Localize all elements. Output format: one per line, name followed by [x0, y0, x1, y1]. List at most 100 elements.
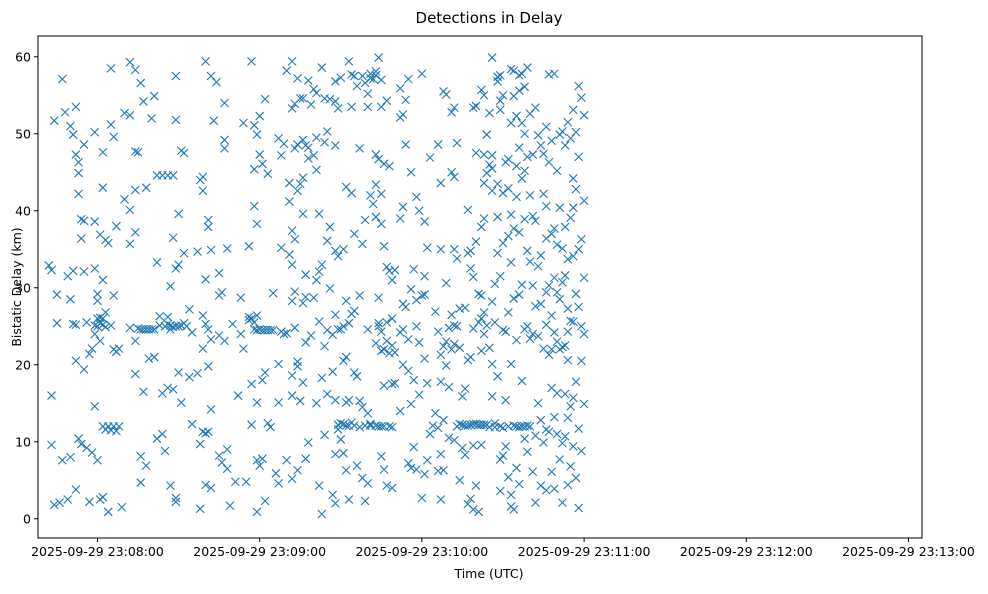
x-tick-label: 2025-09-29 23:12:00 — [680, 544, 813, 559]
data-point — [130, 227, 140, 237]
data-point — [341, 421, 351, 430]
data-point — [379, 381, 389, 390]
data-point — [52, 318, 62, 328]
data-point — [341, 352, 351, 362]
data-point — [563, 413, 573, 423]
data-point — [447, 310, 457, 320]
data-point — [255, 150, 265, 159]
data-point — [563, 117, 573, 127]
data-point — [520, 214, 529, 224]
data-point — [498, 451, 508, 461]
data-point — [90, 401, 100, 411]
data-point — [285, 197, 294, 206]
data-point — [106, 63, 116, 73]
data-point — [441, 278, 451, 288]
data-point — [463, 205, 473, 215]
data-point — [333, 251, 343, 261]
data-point — [479, 308, 489, 317]
data-point — [503, 231, 513, 241]
data-point — [252, 398, 262, 407]
data-point — [558, 244, 567, 253]
data-point — [409, 375, 419, 385]
data-point — [287, 103, 297, 113]
data-point — [417, 493, 427, 503]
data-point — [328, 490, 338, 500]
data-point — [163, 319, 173, 329]
data-point — [493, 371, 502, 381]
data-point — [79, 364, 89, 374]
data-point — [485, 108, 494, 118]
data-point — [574, 503, 584, 513]
data-point — [568, 105, 578, 115]
data-point — [101, 308, 110, 317]
data-point — [474, 318, 484, 327]
data-point — [536, 481, 546, 491]
data-point — [371, 67, 381, 76]
data-point — [552, 166, 562, 176]
data-point — [447, 344, 457, 354]
data-point — [528, 329, 538, 339]
data-point — [541, 122, 551, 132]
data-point — [439, 341, 448, 351]
data-point — [290, 287, 300, 297]
data-point — [136, 478, 146, 487]
data-point — [363, 102, 373, 112]
data-point — [568, 203, 578, 213]
y-axis-label: Bistatic Delay (km) — [9, 227, 24, 346]
data-point — [312, 133, 321, 143]
data-point — [506, 257, 516, 267]
data-point — [528, 150, 538, 159]
data-point — [320, 137, 329, 147]
data-point — [414, 206, 424, 216]
data-point — [549, 224, 559, 233]
data-point — [66, 121, 75, 131]
data-point — [506, 118, 516, 128]
data-point — [476, 291, 486, 300]
data-point — [90, 329, 100, 339]
data-point — [468, 272, 478, 282]
data-point — [433, 327, 443, 337]
data-point — [52, 290, 62, 300]
data-point — [409, 264, 419, 274]
x-tick-label: 2025-09-29 23:11:00 — [518, 544, 651, 559]
data-point — [487, 164, 497, 173]
data-point — [536, 251, 546, 260]
data-point — [347, 102, 356, 112]
data-point — [366, 419, 375, 429]
data-point — [531, 498, 540, 507]
data-point — [501, 441, 511, 451]
data-point — [541, 320, 551, 330]
data-point — [547, 229, 557, 239]
data-point — [436, 495, 446, 504]
data-point — [563, 304, 573, 313]
data-point — [293, 361, 302, 371]
data-point — [385, 421, 394, 431]
data-point — [387, 379, 397, 389]
data-point — [136, 78, 146, 88]
data-point — [79, 216, 89, 226]
data-point — [71, 102, 81, 112]
data-point — [406, 463, 416, 473]
data-point — [398, 110, 408, 119]
y-tick-label: 20 — [15, 357, 31, 372]
data-point — [333, 324, 343, 334]
data-point — [306, 331, 316, 340]
data-point — [60, 107, 70, 117]
data-point — [498, 238, 508, 248]
data-point — [285, 250, 294, 260]
data-point — [371, 150, 381, 159]
data-point — [460, 384, 470, 394]
data-point — [303, 143, 313, 153]
data-point — [74, 434, 83, 444]
data-point — [455, 343, 465, 353]
data-point — [125, 57, 135, 67]
data-point — [520, 166, 529, 176]
data-point — [201, 319, 210, 329]
data-point — [420, 354, 429, 363]
data-point — [252, 455, 262, 465]
data-point — [514, 86, 524, 96]
data-point — [479, 178, 489, 188]
data-point — [517, 174, 527, 183]
data-point — [512, 335, 521, 345]
data-point — [425, 429, 435, 439]
